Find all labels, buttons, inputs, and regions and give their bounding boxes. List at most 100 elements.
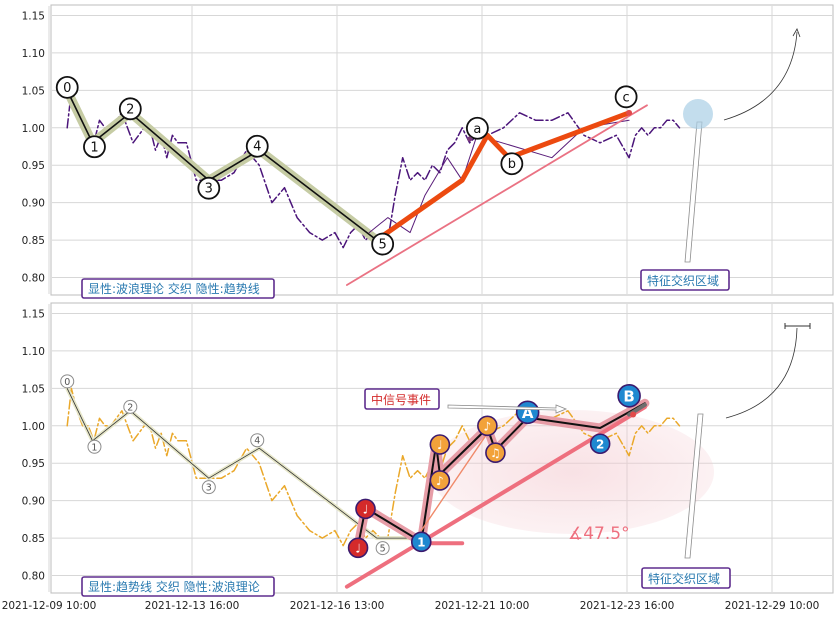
- top-series-wave-abc: [374, 110, 632, 243]
- top-legend-box: 显性:波浪理论 交织 隐性:趋势线: [81, 278, 275, 299]
- svg-text:4: 4: [253, 140, 261, 155]
- bottom-series-signal-path: [357, 402, 646, 547]
- bottom-y-tick-label: 1.15: [22, 309, 45, 321]
- event-box-text: 中信号事件: [371, 392, 431, 407]
- svg-text:♪: ♪: [436, 474, 444, 488]
- signal-marker-6: ♫: [485, 442, 506, 464]
- svg-text:5: 5: [380, 544, 386, 555]
- top-y-tick-label: 1.05: [22, 85, 45, 97]
- signal-marker-7: A: [515, 400, 540, 425]
- svg-text:c: c: [623, 90, 630, 105]
- bottom-zone-pointer-arrow: [684, 413, 704, 559]
- event-box: 中信号事件: [364, 388, 440, 410]
- svg-text:♪: ♪: [484, 419, 492, 433]
- top-y-tick-label: 0.95: [22, 160, 45, 172]
- x-tick-label: 2021-12-21 10:00: [435, 600, 530, 612]
- bottom-zone-text: 特征交织区域: [648, 571, 720, 586]
- bottom-y-tick-label: 1.05: [22, 383, 45, 395]
- svg-text:3: 3: [206, 483, 212, 494]
- top-wave-label-1: 1: [83, 135, 106, 159]
- svg-text:a: a: [473, 122, 481, 137]
- top-legend-text: 显性:波浪理论 交织 隐性:趋势线: [88, 281, 260, 296]
- top-forecast-arrowhead: [792, 28, 801, 38]
- bottom-wave-label-2: 2: [123, 399, 138, 414]
- x-tick-label: 2021-12-29 10:00: [725, 600, 820, 612]
- top-forecast-arrow: [723, 31, 798, 121]
- top-wave-label-c: c: [614, 85, 638, 109]
- bottom-y-tick-label: 0.95: [22, 458, 45, 470]
- top-small-marker: [467, 136, 473, 142]
- top-series-trendline: [345, 104, 648, 286]
- top-wave-label-5: 5: [371, 232, 395, 256]
- svg-text:4: 4: [254, 436, 260, 447]
- top-wave-label-a: a: [465, 116, 489, 140]
- bottom-wave-label-3: 3: [201, 480, 216, 495]
- bottom-forecast-bar: [784, 323, 811, 329]
- top-wave-label-4: 4: [245, 134, 269, 158]
- svg-text:0: 0: [63, 81, 71, 96]
- svg-text:1: 1: [90, 140, 98, 155]
- x-tick-label: 2021-12-16 13:00: [290, 600, 385, 612]
- top-y-tick-label: 0.80: [22, 273, 45, 285]
- bottom-y-tick-label: 1.10: [22, 346, 45, 358]
- svg-text:b: b: [508, 157, 516, 172]
- svg-text:♩: ♩: [363, 502, 369, 516]
- bottom-wave-label-1: 1: [87, 439, 102, 454]
- bottom-wave-label-0: 0: [60, 374, 75, 389]
- signal-marker-8: 2: [589, 433, 611, 455]
- top-target-dot: [626, 109, 633, 116]
- bottom-forecast-arrow: [725, 327, 798, 419]
- svg-text:♩: ♩: [437, 438, 443, 452]
- svg-text:2: 2: [127, 402, 133, 413]
- svg-text:2: 2: [596, 437, 604, 451]
- svg-text:3: 3: [205, 182, 213, 197]
- top-wave-label-3: 3: [197, 176, 221, 200]
- bottom-y-tick-label: 0.85: [22, 533, 45, 545]
- top-wave-label-2: 2: [118, 97, 142, 121]
- signal-marker-1: ♩: [355, 498, 376, 520]
- top-y-tick-label: 1.15: [22, 11, 45, 23]
- top-zone-box: 特征交织区域: [640, 269, 730, 291]
- bottom-wave-label-4: 4: [250, 433, 265, 448]
- svg-text:1: 1: [91, 442, 97, 453]
- bottom-y-tick-label: 0.80: [22, 571, 45, 583]
- top-zone-text: 特征交织区域: [647, 273, 719, 288]
- x-tick-label: 2021-12-09 10:00: [2, 600, 97, 612]
- top-wave-label-0: 0: [55, 75, 79, 99]
- top-y-tick-label: 1.10: [22, 48, 45, 60]
- top-series-wave: [66, 89, 378, 241]
- svg-text:2: 2: [126, 102, 134, 117]
- signal-marker-3: ♩: [429, 434, 451, 455]
- top-y-tick-label: 0.85: [22, 235, 45, 247]
- signal-marker-2: 1: [410, 531, 432, 553]
- bottom-series-price: [66, 387, 681, 547]
- bottom-zone-box: 特征交织区域: [641, 567, 731, 589]
- svg-text:1: 1: [417, 535, 425, 549]
- bottom-legend-text: 显性:趋势线 交织 隐性:波浪理论: [88, 579, 260, 594]
- bottom-target-dot: [630, 411, 637, 418]
- svg-text:♩: ♩: [355, 541, 361, 555]
- svg-text:♫: ♫: [490, 446, 501, 460]
- svg-text:0: 0: [64, 377, 70, 388]
- bottom-secondary-trend: [420, 432, 489, 532]
- event-pointer-arrow: [447, 404, 568, 414]
- signal-marker-9: B: [617, 384, 641, 408]
- x-tick-label: 2021-12-13 16:00: [145, 600, 240, 612]
- bottom-legend-box: 显性:趋势线 交织 隐性:波浪理论: [81, 576, 275, 597]
- top-target-glow: [683, 99, 713, 129]
- interweave-zone-ellipse: [430, 410, 714, 534]
- bottom-y-tick-label: 0.90: [22, 496, 45, 508]
- top-y-tick-label: 0.90: [22, 198, 45, 210]
- signal-marker-4: ♪: [429, 470, 451, 491]
- svg-text:A: A: [522, 404, 534, 422]
- signal-marker-0: ♩: [347, 537, 369, 559]
- x-tick-label: 2021-12-23 16:00: [580, 600, 675, 612]
- signal-marker-5: ♪: [477, 415, 498, 437]
- svg-text:B: B: [623, 387, 634, 405]
- top-wave-label-b: b: [500, 152, 524, 176]
- top-y-tick-label: 1.00: [22, 123, 45, 135]
- angle-label: ∡47.5°: [568, 524, 630, 544]
- top-series-price: [66, 89, 681, 249]
